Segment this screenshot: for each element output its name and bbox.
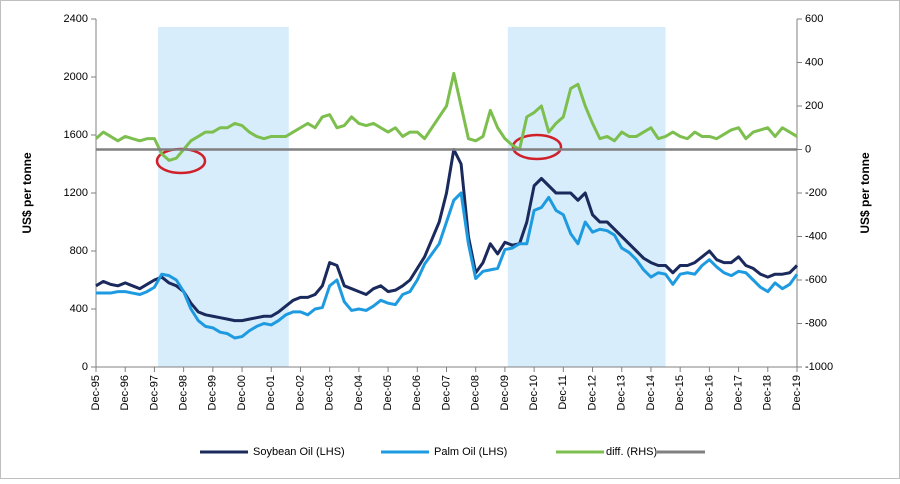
x-tick-label: Dec-08 xyxy=(470,375,482,410)
x-tick-label: Dec-01 xyxy=(265,375,277,410)
x-tick-label: Dec-06 xyxy=(411,375,423,410)
x-tick-label: Dec-12 xyxy=(586,375,598,410)
y2-tick-label: -600 xyxy=(805,274,827,286)
y2-tick-label: 200 xyxy=(805,100,823,112)
y2-axis-title: US$ per tonne xyxy=(858,152,872,234)
y-tick-label: 400 xyxy=(70,303,88,315)
y-axis-title: US$ per tonne xyxy=(20,152,34,234)
x-tick-label: Dec-16 xyxy=(703,375,715,410)
x-tick-label: Dec-02 xyxy=(294,375,306,410)
x-tick-label: Dec-19 xyxy=(791,375,803,410)
legend-text: Soybean Oil (LHS) xyxy=(253,446,345,458)
x-tick-label: Dec-99 xyxy=(207,375,219,410)
series-line xyxy=(94,71,798,162)
x-tick-label: Dec-10 xyxy=(528,375,540,410)
y2-tick-label: -400 xyxy=(805,230,827,242)
y2-tick-label: -800 xyxy=(805,317,827,329)
legend-text: diff. (RHS) xyxy=(606,446,657,458)
y2-tick-label: 600 xyxy=(805,13,823,25)
y2-tick-label: -1000 xyxy=(805,361,833,373)
y-tick-label: 0 xyxy=(82,361,88,373)
x-tick-label: Dec-00 xyxy=(236,375,248,410)
x-tick-label: Dec-96 xyxy=(119,375,131,410)
y2-tick-label: -200 xyxy=(805,187,827,199)
x-tick-label: Dec-95 xyxy=(90,375,102,410)
x-tick-label: Dec-04 xyxy=(353,375,365,410)
x-tick-label: Dec-09 xyxy=(499,375,511,410)
x-tick-label: Dec-13 xyxy=(616,375,628,410)
legend-text: Palm Oil (LHS) xyxy=(434,446,507,458)
y-tick-label: 2400 xyxy=(64,13,88,25)
y2-tick-label: 400 xyxy=(805,56,823,68)
x-tick-label: Dec-98 xyxy=(178,375,190,410)
y-tick-label: 1600 xyxy=(64,129,88,141)
x-tick-label: Dec-05 xyxy=(382,375,394,410)
x-tick-label: Dec-18 xyxy=(762,375,774,410)
x-tick-label: Dec-03 xyxy=(324,375,336,410)
x-tick-label: Dec-11 xyxy=(557,375,569,410)
x-tick-label: Dec-97 xyxy=(148,375,160,410)
y-tick-label: 1200 xyxy=(64,187,88,199)
y-tick-label: 800 xyxy=(70,245,88,257)
y2-tick-label: 0 xyxy=(805,143,811,155)
x-tick-label: Dec-17 xyxy=(732,375,744,410)
series-line xyxy=(95,148,799,323)
y-tick-label: 2000 xyxy=(64,71,88,83)
shaded-period xyxy=(158,27,289,367)
x-tick-label: Dec-14 xyxy=(645,375,657,410)
x-tick-label: Dec-07 xyxy=(440,375,452,410)
x-tick-label: Dec-15 xyxy=(674,375,686,410)
series-line xyxy=(96,191,799,340)
